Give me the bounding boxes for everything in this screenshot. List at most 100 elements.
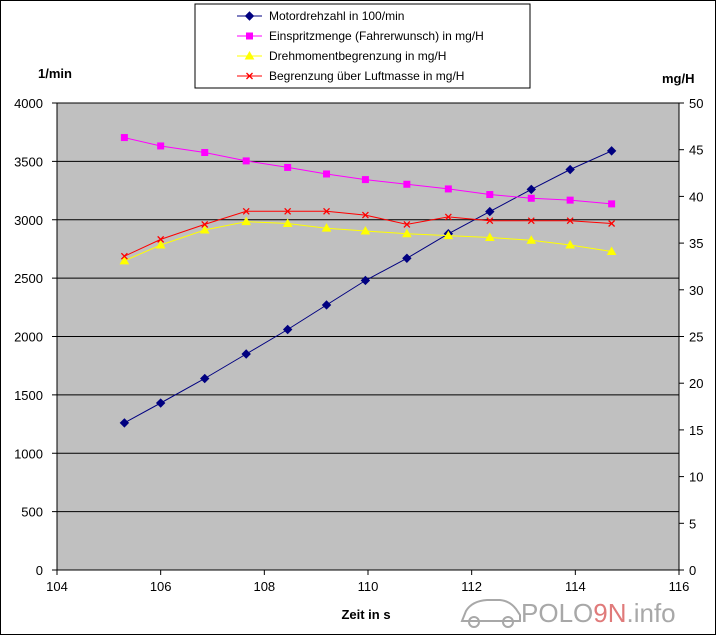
right-y-tick-label: 45 <box>689 143 703 158</box>
x-axis-title: Zeit in s <box>341 607 390 622</box>
data-point <box>321 223 332 232</box>
x-tick-label: 110 <box>358 579 379 594</box>
data-point <box>321 300 332 310</box>
right-y-tick-label: 10 <box>689 470 703 485</box>
watermark-suffix: .info <box>627 598 676 628</box>
data-point <box>527 194 535 202</box>
left-y-tick-label: 2000 <box>14 330 43 345</box>
watermark-accent: 9N <box>593 598 626 628</box>
x-tick-label: 106 <box>150 579 172 594</box>
data-point <box>606 146 617 156</box>
legend-item: Motordrehzahl in 100/min <box>237 9 404 23</box>
data-point <box>402 253 412 263</box>
series-2 <box>120 134 616 208</box>
data-point <box>157 142 165 150</box>
data-point <box>526 184 536 195</box>
data-point <box>485 206 495 217</box>
data-point <box>443 230 454 240</box>
left-y-tick-label: 1500 <box>14 388 43 403</box>
right-y-tick-label: 40 <box>689 189 703 204</box>
data-point <box>323 170 331 178</box>
left-y-axis-title: 1/min <box>38 66 72 81</box>
left-y-axis-ticks: 0 500 1000 1500 2000 2500 3000 3500 4000 <box>14 96 57 578</box>
series-3 <box>119 216 617 265</box>
data-point <box>201 149 209 157</box>
series-layer <box>119 134 617 428</box>
data-point <box>242 157 250 165</box>
watermark-prefix: POLO <box>521 598 593 628</box>
left-y-tick-label: 500 <box>21 505 43 520</box>
gridlines <box>57 102 679 513</box>
watermark: POLO9N.info <box>460 598 676 628</box>
right-y-axis-title: mg/H <box>662 71 695 86</box>
data-point <box>402 228 412 238</box>
right-y-tick-label: 25 <box>689 330 703 345</box>
right-y-tick-label: 20 <box>689 376 703 391</box>
x-tick-label: 104 <box>46 579 68 594</box>
data-point <box>444 185 452 193</box>
data-point <box>444 213 452 221</box>
x-tick-label: 112 <box>461 579 482 594</box>
right-y-tick-label: 50 <box>689 96 703 111</box>
data-point <box>566 217 574 225</box>
right-y-tick-label: 0 <box>689 563 696 578</box>
right-y-tick-label: 35 <box>689 236 703 251</box>
left-y-tick-label: 1000 <box>14 446 43 461</box>
data-point <box>155 239 166 249</box>
legend-label: Einspritzmenge (Fahrerwunsch) in mg/H <box>269 29 484 43</box>
car-logo-icon <box>460 599 521 628</box>
data-point <box>201 220 209 228</box>
data-point <box>155 398 166 408</box>
data-point <box>244 11 255 21</box>
data-point <box>526 235 537 244</box>
data-point <box>565 239 576 249</box>
left-y-tick-label: 3000 <box>14 213 43 228</box>
data-point <box>199 225 210 234</box>
data-point <box>486 191 494 199</box>
legend-label: Begrenzung über Luftmasse in mg/H <box>269 69 464 83</box>
series-1 <box>119 146 617 428</box>
data-point <box>119 255 130 265</box>
data-point <box>606 246 617 256</box>
data-point <box>120 134 128 142</box>
data-point <box>119 418 130 428</box>
data-point <box>241 349 251 359</box>
x-axis-ticks: 104 106 108 110 112 114 116 <box>46 570 689 594</box>
data-point <box>282 324 293 335</box>
data-point <box>157 235 165 243</box>
data-point <box>241 216 252 226</box>
series-4 <box>120 207 616 260</box>
legend-label: Drehmomentbegrenzung in mg/H <box>269 49 446 63</box>
data-point <box>361 176 369 184</box>
x-tick-label: 116 <box>669 579 690 594</box>
data-point <box>284 207 292 215</box>
data-point <box>244 50 255 60</box>
x-tick-label: 114 <box>565 579 586 594</box>
x-tick-label: 108 <box>253 579 275 594</box>
watermark-text: POLO9N.info <box>521 598 676 628</box>
data-point <box>361 211 369 219</box>
data-point <box>200 373 210 384</box>
data-point <box>403 220 411 228</box>
data-point <box>284 163 292 171</box>
data-point <box>608 200 616 208</box>
data-point <box>120 252 128 260</box>
data-point <box>282 218 293 227</box>
data-point <box>608 220 616 227</box>
data-point <box>360 275 371 286</box>
data-point <box>566 196 574 204</box>
data-point <box>486 217 494 225</box>
right-y-tick-label: 5 <box>689 516 696 531</box>
data-point <box>246 72 253 80</box>
legend-item: Begrenzung über Luftmasse in mg/H <box>237 69 464 83</box>
data-point <box>246 32 253 40</box>
data-point <box>242 207 250 215</box>
left-y-tick-label: 4000 <box>14 96 43 111</box>
legend-label: Motordrehzahl in 100/min <box>269 9 404 23</box>
data-point <box>527 217 535 225</box>
left-y-tick-label: 2500 <box>14 271 43 286</box>
right-y-axis-ticks: 0 5 10 15 20 25 30 35 40 45 50 <box>679 96 703 578</box>
legend-item: Einspritzmenge (Fahrerwunsch) in mg/H <box>237 29 484 43</box>
legend-item: Drehmomentbegrenzung in mg/H <box>237 49 446 63</box>
